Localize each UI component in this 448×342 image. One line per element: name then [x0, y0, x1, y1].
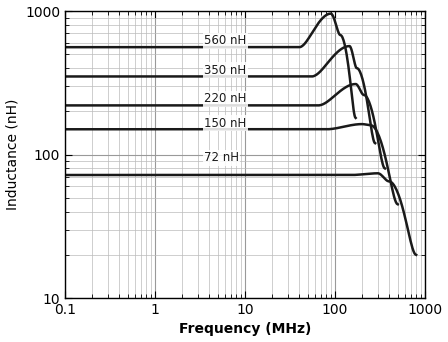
Text: 150 nH: 150 nH: [204, 117, 246, 130]
Text: 350 nH: 350 nH: [204, 64, 246, 77]
Y-axis label: Inductance (nH): Inductance (nH): [5, 99, 20, 210]
Text: 560 nH: 560 nH: [204, 34, 246, 47]
Text: 220 nH: 220 nH: [204, 92, 246, 105]
X-axis label: Frequency (MHz): Frequency (MHz): [179, 323, 311, 337]
Text: 72 nH: 72 nH: [204, 151, 239, 164]
